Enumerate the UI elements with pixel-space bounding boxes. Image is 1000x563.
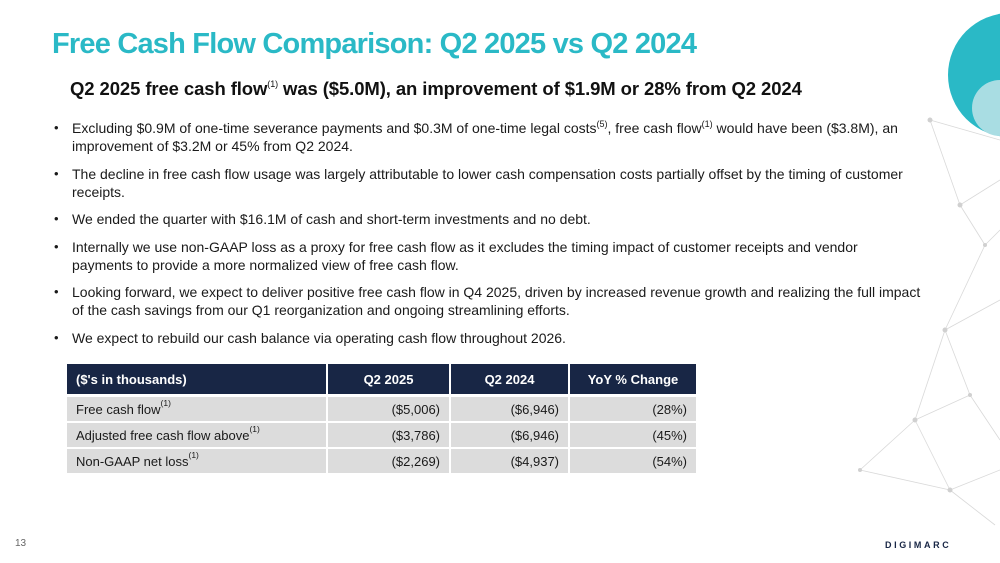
footnote-ref: (1) [188, 449, 199, 460]
row-label-text: Non-GAAP net loss [76, 453, 189, 469]
slide-subtitle: Q2 2025 free cash flow(1) was ($5.0M), a… [70, 78, 802, 100]
column-header: Q2 2025 [328, 364, 451, 394]
cell-q2-2024: ($6,946) [451, 421, 570, 447]
cell-yoy-change: (28%) [570, 394, 696, 421]
footnote-ref: (1) [160, 397, 171, 408]
cell-yoy-change: (54%) [570, 447, 696, 473]
row-label: Free cash flow(1) [67, 394, 328, 421]
subtitle-footnote: (1) [267, 79, 278, 89]
table-header-row: ($'s in thousands) Q2 2025 Q2 2024 YoY %… [67, 364, 696, 394]
bullet-list: Excluding $0.9M of one-time severance pa… [52, 119, 922, 357]
slide-title: Free Cash Flow Comparison: Q2 2025 vs Q2… [52, 28, 697, 60]
table-row: Free cash flow(1) ($5,006) ($6,946) (28%… [67, 394, 696, 421]
row-label: Non-GAAP net loss(1) [67, 447, 328, 473]
table-row: Adjusted free cash flow above(1) ($3,786… [67, 421, 696, 447]
bullet-item: The decline in free cash flow usage was … [52, 165, 922, 201]
bullet-text: , free cash flow [607, 120, 702, 136]
row-label: Adjusted free cash flow above(1) [67, 421, 328, 447]
row-label-text: Adjusted free cash flow above [76, 427, 250, 443]
cell-q2-2025: ($3,786) [328, 421, 451, 447]
column-header: ($'s in thousands) [67, 364, 328, 394]
bullet-item: Looking forward, we expect to deliver po… [52, 283, 922, 319]
bullet-item: We expect to rebuild our cash balance vi… [52, 329, 922, 347]
footnote-ref: (1) [701, 119, 713, 129]
cell-q2-2024: ($4,937) [451, 447, 570, 473]
page-number: 13 [15, 538, 27, 549]
cell-q2-2025: ($2,269) [328, 447, 451, 473]
column-header: YoY % Change [570, 364, 696, 394]
cash-flow-table: ($'s in thousands) Q2 2025 Q2 2024 YoY %… [67, 364, 696, 473]
cell-q2-2025: ($5,006) [328, 394, 451, 421]
bullet-item: We ended the quarter with $16.1M of cash… [52, 210, 922, 228]
bullet-text: Excluding $0.9M of one-time severance pa… [72, 120, 597, 136]
subtitle-part1: Q2 2025 free cash flow [70, 78, 268, 99]
table-row: Non-GAAP net loss(1) ($2,269) ($4,937) (… [67, 447, 696, 473]
footnote-ref: (1) [249, 423, 260, 434]
cell-q2-2024: ($6,946) [451, 394, 570, 421]
accent-circle-light [972, 80, 1000, 136]
company-logo: DIGIMARC [885, 540, 952, 550]
cell-yoy-change: (45%) [570, 421, 696, 447]
footnote-ref: (5) [596, 119, 608, 129]
bullet-text: would have been ($3.8M), an improvement … [72, 120, 898, 154]
bullet-item: Excluding $0.9M of one-time severance pa… [52, 119, 922, 155]
column-header: Q2 2024 [451, 364, 570, 394]
row-label-text: Free cash flow [76, 401, 161, 417]
bullet-item: Internally we use non-GAAP loss as a pro… [52, 238, 922, 274]
subtitle-part2: was ($5.0M), an improvement of $1.9M or … [278, 78, 802, 99]
